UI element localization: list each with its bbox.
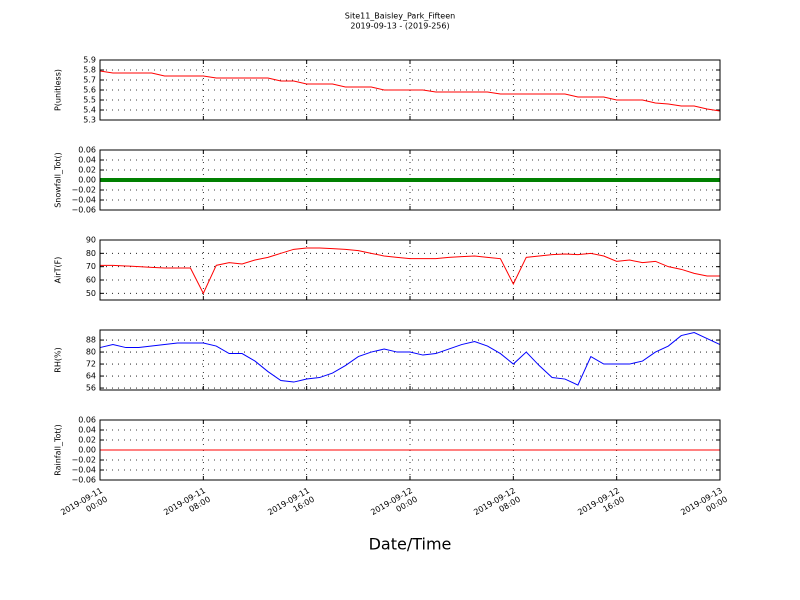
y-axis-label: Snowfall_Tot() [54, 152, 63, 208]
plot-frame [99, 329, 721, 391]
y-tick-label: 50 [86, 289, 96, 298]
y-tick-label: 5.7 [83, 76, 96, 85]
y-tick-label: 90 [86, 236, 96, 245]
y-tick-label: −0.04 [71, 196, 96, 205]
y-tick-label: 5.5 [83, 96, 96, 105]
y-axis-label: RH(%) [54, 347, 63, 372]
y-tick-label: 0.06 [78, 146, 96, 155]
y-tick-label: 5.4 [83, 106, 96, 115]
y-tick-label: −0.02 [71, 456, 96, 465]
y-axis-label: Rainfall_Tot() [54, 424, 63, 476]
y-tick-label: 0.06 [78, 416, 96, 425]
y-tick-label: −0.02 [71, 186, 96, 195]
y-tick-label: 88 [86, 336, 96, 345]
y-tick-label: 80 [86, 348, 96, 357]
y-tick-label: 5.8 [83, 66, 96, 75]
y-tick-label: 72 [86, 360, 96, 369]
y-tick-label: 5.9 [83, 56, 96, 65]
y-tick-label: 0.00 [78, 176, 96, 185]
y-tick-label: 5.3 [83, 116, 96, 125]
y-tick-label: 60 [86, 276, 96, 285]
y-tick-label: 5.6 [83, 86, 96, 95]
y-axis-label: P(unitless) [54, 69, 63, 111]
plot-frame [99, 59, 721, 121]
y-axis-label: AirT(F) [54, 257, 63, 284]
y-tick-label: −0.04 [71, 466, 96, 475]
y-tick-label: 0.00 [78, 446, 96, 455]
y-tick-label: 0.04 [78, 426, 96, 435]
y-tick-label: 56 [86, 384, 96, 393]
y-tick-label: 0.02 [78, 436, 96, 445]
data-line [99, 70, 721, 112]
y-tick-label: −0.06 [71, 476, 96, 485]
y-tick-label: 80 [86, 249, 96, 258]
plot-frame [99, 149, 721, 211]
chart-subtitle: 2019-09-13 - (2019-256) [350, 22, 449, 31]
data-line [99, 332, 721, 386]
y-tick-label: 70 [86, 262, 96, 271]
y-tick-label: 0.04 [78, 156, 96, 165]
y-tick-label: 64 [86, 372, 96, 381]
y-tick-label: 0.02 [78, 166, 96, 175]
plot-frame [99, 419, 721, 481]
chart-title: Site11_Baisley_Park_Fifteen [345, 12, 455, 21]
x-axis-label: Date/Time [369, 535, 452, 554]
plot-frame [99, 239, 721, 301]
data-line [100, 247, 720, 295]
y-tick-label: −0.06 [71, 206, 96, 215]
